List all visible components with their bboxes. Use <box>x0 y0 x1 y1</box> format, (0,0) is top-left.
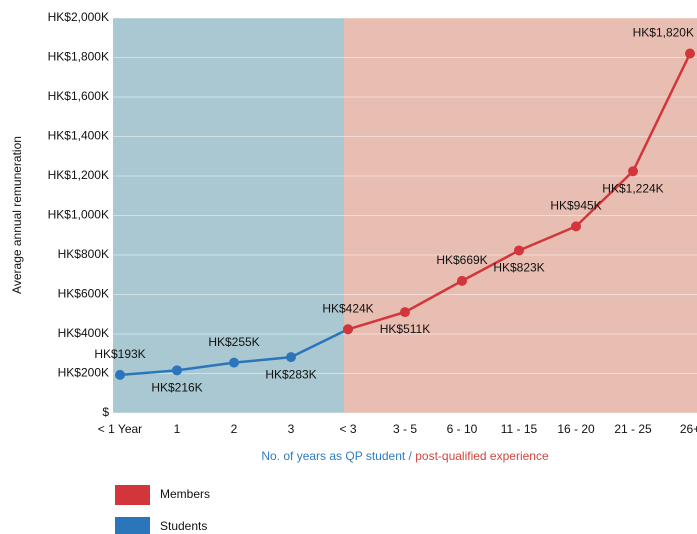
x-tick-label: 3 - 5 <box>393 422 417 436</box>
x-tick-label: 3 <box>288 422 295 436</box>
data-point <box>115 369 125 380</box>
x-tick-label: 6 - 10 <box>447 422 478 436</box>
data-point <box>571 221 581 232</box>
data-label: HK$424K <box>322 301 373 315</box>
y-tick-label: HK$1,600K <box>48 89 109 103</box>
legend-label: Members <box>160 487 210 501</box>
x-tick-label: < 3 <box>339 422 356 436</box>
data-point <box>457 275 467 286</box>
y-tick-label: HK$1,000K <box>48 208 109 222</box>
data-point <box>400 307 410 318</box>
x-tick-label: 26+ <box>680 422 697 436</box>
legend-swatch <box>115 517 150 534</box>
data-label: HK$511K <box>380 322 430 336</box>
data-point <box>229 357 239 368</box>
y-tick-label: HK$400K <box>58 326 109 340</box>
data-point <box>172 365 182 376</box>
data-label: HK$823K <box>493 261 544 275</box>
x-tick-label: 21 - 25 <box>614 422 652 436</box>
data-label: HK$255K <box>208 335 259 349</box>
data-label: HK$1,224K <box>602 181 663 195</box>
legend-label: Students <box>160 519 207 533</box>
x-label-part: No. of years as QP student / <box>261 449 412 463</box>
data-label: HK$216K <box>151 381 202 395</box>
data-label: HK$283K <box>265 367 316 381</box>
data-label: HK$669K <box>436 253 487 267</box>
data-point <box>685 48 695 59</box>
x-tick-label: 1 <box>174 422 181 436</box>
x-tick-label: 2 <box>231 422 238 436</box>
y-tick-label: HK$800K <box>58 247 109 261</box>
y-tick-label: HK$2,000K <box>48 10 109 24</box>
student-region <box>113 18 344 413</box>
legend-swatch <box>115 485 150 505</box>
y-tick-label: HK$1,200K <box>48 168 109 182</box>
y-tick-label: HK$200K <box>58 366 109 380</box>
x-label-part: post-qualified experience <box>415 449 549 463</box>
data-point <box>343 324 353 335</box>
x-tick-label: 16 - 20 <box>557 422 595 436</box>
x-tick-label: 11 - 15 <box>501 422 538 436</box>
data-label: HK$945K <box>550 199 601 213</box>
y-tick-label: HK$1,800K <box>48 50 109 64</box>
y-tick-label: HK$600K <box>58 287 109 301</box>
data-label: HK$1,820K <box>633 26 694 40</box>
y-tick-label: $ <box>102 405 109 419</box>
member-region <box>344 18 697 413</box>
data-point <box>628 166 638 177</box>
y-axis-label: Average annual remuneration <box>10 136 24 294</box>
data-label: HK$193K <box>94 347 145 361</box>
data-point <box>514 245 524 256</box>
y-tick-label: HK$1,400K <box>48 129 109 143</box>
x-axis-label: No. of years as QP student / post-qualif… <box>261 449 549 463</box>
x-tick-label: < 1 Year <box>98 422 142 436</box>
data-point <box>286 352 296 363</box>
